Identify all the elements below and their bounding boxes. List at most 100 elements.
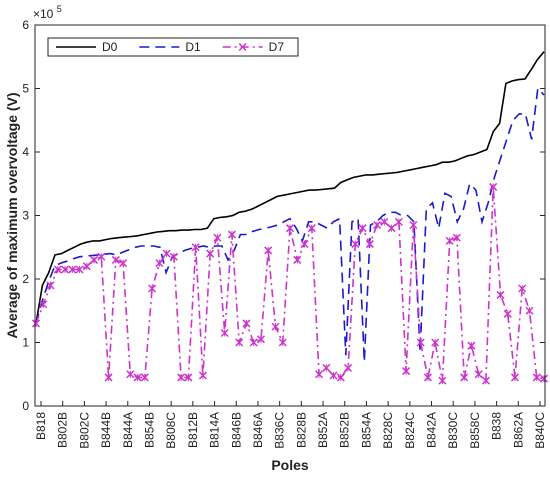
- data-point: [445, 236, 454, 245]
- data-point: [452, 233, 461, 242]
- x-tick-label: B838: [490, 412, 504, 440]
- data-point: [148, 284, 157, 293]
- x-tick-label: B858C: [468, 412, 482, 449]
- x-tick-label: B814A: [208, 412, 222, 448]
- x-tick-label: B812B: [186, 412, 200, 448]
- data-point: [60, 265, 70, 274]
- data-point: [242, 319, 251, 328]
- x-tick-label: B808C: [164, 412, 178, 449]
- data-point: [431, 338, 440, 347]
- data-point: [489, 182, 498, 191]
- data-point: [39, 300, 48, 309]
- data-point: [227, 230, 236, 239]
- data-point: [285, 224, 295, 233]
- y-multiplier-label: ×10 5: [33, 4, 62, 21]
- data-point: [293, 255, 302, 264]
- data-point: [467, 341, 476, 350]
- data-point: [380, 217, 389, 226]
- series-layer: [31, 51, 549, 385]
- x-tick-label: B818: [34, 412, 48, 440]
- data-point: [300, 240, 309, 249]
- x-tick-label: B824C: [403, 412, 417, 449]
- y-tick-label: 4: [22, 145, 29, 159]
- data-point: [256, 335, 266, 344]
- series-line: [35, 51, 545, 324]
- data-point: [235, 338, 244, 347]
- x-tick-label: B802C: [77, 412, 91, 449]
- x-tick-label: B830C: [446, 412, 460, 449]
- x-tick-label: B840C: [533, 412, 547, 449]
- legend-label: D7: [269, 40, 285, 54]
- data-point: [518, 284, 527, 293]
- data-point: [133, 373, 142, 382]
- data-point: [111, 255, 120, 264]
- x-tick-label: B844A: [121, 412, 135, 448]
- x-axis-title: Poles: [271, 457, 309, 473]
- data-point: [184, 373, 193, 382]
- data-point: [510, 373, 520, 382]
- data-point: [358, 224, 367, 233]
- data-point: [162, 249, 171, 258]
- data-point: [314, 370, 324, 379]
- series-line: [35, 186, 545, 383]
- legend-entry: D1: [139, 40, 201, 54]
- data-point: [155, 259, 164, 268]
- x-tick-label: B852A: [316, 412, 330, 448]
- data-point: [496, 290, 505, 299]
- data-point: [206, 249, 215, 258]
- x-tick-label: B854A: [359, 412, 373, 448]
- y-multiplier-base: ×10: [33, 7, 54, 21]
- data-point: [191, 243, 200, 252]
- x-tick-label: B852B: [338, 412, 352, 448]
- x-tick-label: B862A: [511, 412, 525, 448]
- legend-label: D0: [102, 40, 118, 54]
- series-D7: [31, 182, 549, 385]
- data-point: [329, 371, 338, 380]
- data-point: [271, 322, 280, 331]
- data-point: [220, 328, 229, 338]
- data-point: [416, 338, 425, 347]
- data-point: [460, 373, 469, 382]
- y-tick-label: 2: [22, 272, 29, 286]
- x-tick-label: B854B: [142, 412, 156, 448]
- x-tick-label: B846A: [251, 412, 265, 448]
- data-point: [249, 338, 258, 347]
- data-point: [31, 319, 41, 328]
- x-tick-label: B828C: [381, 412, 395, 449]
- data-point: [307, 224, 316, 233]
- data-point: [278, 338, 287, 347]
- y-tick-label: 0: [22, 399, 29, 413]
- y-tick-label: 6: [22, 18, 29, 32]
- data-point: [373, 220, 382, 230]
- legend: D0 D1 D7: [47, 37, 299, 57]
- series-D1: [35, 86, 545, 362]
- data-point: [532, 373, 541, 382]
- data-point: [336, 373, 345, 382]
- legend-label: D1: [185, 40, 201, 54]
- ticks: 0 1 2 3 4 5 6 B818 B802B B802C B844B B844A B854B B808…: [22, 18, 547, 449]
- data-point: [68, 265, 77, 274]
- data-point: [53, 265, 62, 274]
- x-tick-label: B802B: [56, 412, 70, 448]
- y-tick-label: 3: [22, 209, 29, 223]
- y-axis-title: Average of maximum overvoltage (V): [4, 92, 20, 338]
- series-line: [35, 86, 545, 362]
- data-point: [387, 224, 396, 233]
- data-point: [126, 370, 135, 379]
- data-point: [474, 370, 483, 379]
- data-point: [481, 376, 490, 385]
- data-point: [169, 252, 178, 261]
- x-tick-label: B844B: [99, 412, 113, 448]
- data-point: [213, 233, 222, 242]
- y-tick-label: 1: [22, 336, 29, 350]
- data-point: [423, 373, 432, 382]
- data-point: [46, 281, 55, 290]
- data-point: [344, 363, 353, 372]
- data-point: [75, 265, 84, 274]
- data-point: [264, 246, 273, 255]
- legend-entry: D0: [56, 40, 118, 54]
- x-tick-label: B842A: [425, 412, 439, 448]
- data-point: [525, 306, 534, 315]
- data-point: [402, 367, 411, 376]
